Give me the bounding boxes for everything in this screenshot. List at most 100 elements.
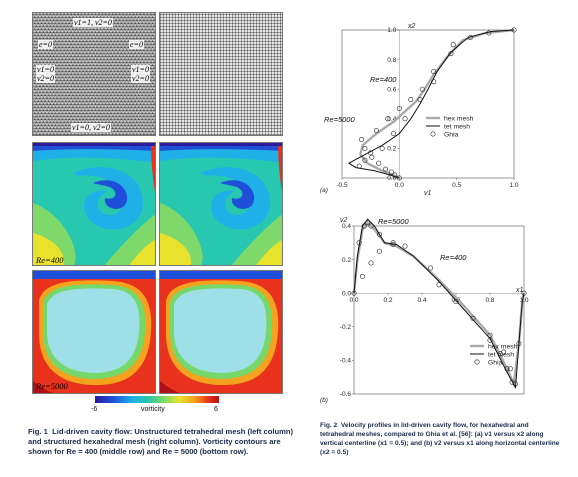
ghia-point — [521, 290, 527, 296]
legend-entry: hex mesh — [488, 343, 518, 350]
ghia-point — [417, 97, 423, 103]
ghia-point — [467, 34, 473, 40]
ghia-point — [487, 332, 493, 338]
fig1-caption: Fig. 1 Lid-driven cavity flow: Unstructu… — [28, 427, 300, 457]
ghia-point — [376, 248, 382, 254]
ghia-point — [390, 241, 396, 247]
ghia-point — [504, 366, 510, 372]
legend-entry: hex mesh — [444, 115, 474, 122]
x-tick-label: 0.8 — [485, 297, 494, 304]
tet-mesh-line — [347, 29, 515, 179]
fig2-caption-body: Velocity profiles in lid-driven cavity f… — [320, 422, 560, 456]
ghia-point — [376, 160, 382, 166]
y-tick-label: 0.8 — [387, 57, 396, 64]
right-wall-v1-label: v1=0 — [131, 65, 150, 74]
ghia-point — [369, 154, 375, 160]
x-tick-label: -0.5 — [336, 182, 348, 189]
fig2-caption-title: Fig. 2 — [320, 422, 338, 429]
panel-label: (a) — [320, 187, 328, 194]
y-tick-label: 1.0 — [387, 27, 396, 34]
curve-annotation: Re=400 — [370, 75, 397, 84]
ghia-point — [391, 131, 397, 137]
ghia-point — [448, 51, 454, 57]
ghia-point — [511, 27, 517, 33]
x-tick-label: 0.5 — [452, 182, 461, 189]
ghia-point — [396, 105, 402, 111]
ghia-point — [402, 116, 408, 122]
ghia-point — [362, 145, 368, 151]
ghia-point — [402, 243, 408, 249]
y-tick-label: 0.4 — [387, 116, 396, 123]
left-wall-v2-label: v2=0 — [36, 74, 55, 83]
x-axis-label: x1 — [515, 287, 524, 294]
ghia-point — [379, 145, 385, 151]
ghia-point — [373, 128, 379, 134]
ghia-point — [396, 175, 402, 181]
tet-mesh-line — [353, 218, 525, 389]
x-tick-label: 0.4 — [417, 297, 426, 304]
ghia-point — [362, 157, 368, 163]
re5000-label: Re=5000 — [36, 381, 68, 391]
ghia-point — [513, 381, 519, 387]
legend-entry: tet mesh — [444, 123, 470, 130]
curve-annotation: Re=5000 — [324, 115, 355, 124]
ghia-point — [385, 116, 391, 122]
ghia-point — [388, 169, 394, 175]
legend-entry: Ghia — [444, 131, 459, 138]
unstructured-mesh-panel: v1=1, v2=0 e=0 e=0 v1=0 v2=0 v1=0 v2=0 v… — [32, 12, 156, 136]
x-tick-label: 0.2 — [383, 297, 392, 304]
panel-label: (b) — [320, 397, 328, 404]
y-axis-label: x2 — [407, 23, 416, 30]
legend-ghia-swatch — [430, 131, 436, 137]
colorbar-min-label: -6 — [91, 406, 98, 413]
curve-annotation: Re=5000 — [378, 217, 409, 226]
vorticity-re400-tet-panel — [32, 142, 156, 266]
y-tick-label: -0.4 — [340, 358, 352, 365]
y-tick-label: 0.0 — [387, 175, 396, 182]
y-tick-label: 0.2 — [342, 257, 351, 264]
ghia-point — [501, 349, 507, 355]
vorticity-re5000-tet-panel — [32, 270, 156, 394]
ghia-point — [368, 260, 374, 266]
bottom-bc-label: v1=0, v2=0 — [71, 123, 111, 132]
ghia-point — [376, 231, 382, 237]
curve-annotation: Re=400 — [440, 253, 467, 262]
legend-ghia-swatch — [474, 359, 480, 365]
hex-mesh-line — [358, 28, 515, 180]
x-tick-label: 0.0 — [349, 297, 358, 304]
plot-frame — [353, 225, 525, 395]
fig1-caption-body: Lid-driven cavity flow: Unstructured tet… — [28, 427, 294, 456]
ghia-point — [358, 137, 364, 143]
ghia-point — [356, 163, 362, 169]
y-tick-label: 0.6 — [387, 86, 396, 93]
ghia-point — [431, 79, 437, 85]
ghia-point — [408, 97, 414, 103]
hex-mesh-line — [352, 220, 526, 389]
ghia-point — [361, 223, 367, 229]
chart-a: -0.5 0.0 0.5 1.0 0.0 0.2 0.4 0.6 0.8 1.0 v1 x2 Re=40… — [320, 23, 519, 196]
legend-entry: Ghia — [488, 359, 503, 366]
ghia-point — [351, 290, 357, 296]
plot-frame — [341, 29, 515, 179]
ghia-point — [419, 86, 425, 92]
y-tick-label: -0.6 — [340, 391, 352, 398]
x-tick-label: 1.0 — [519, 297, 528, 304]
chart-b: 0.0 0.2 0.4 0.6 0.8 1.0-0.6-0.4-0.20.00.20.4x… — [320, 217, 529, 404]
y-tick-label: 0.2 — [387, 146, 396, 153]
y-tick-label: 0.0 — [342, 290, 351, 297]
ghia-point — [365, 220, 371, 226]
lid-bc-label: v1=1, v2=0 — [73, 18, 113, 27]
ghia-point — [359, 273, 365, 279]
ghia-point — [390, 240, 396, 246]
ghia-point — [428, 265, 434, 271]
vorticity-colorbar — [95, 396, 219, 403]
ghia-point — [383, 166, 389, 172]
vorticity-re5000-hex-panel — [159, 270, 283, 394]
ghia-point — [453, 299, 459, 305]
ghia-point — [486, 30, 492, 36]
ghia-point — [450, 42, 456, 48]
x-tick-label: 1.0 — [509, 182, 518, 189]
colorbar-title: vorticity — [141, 406, 165, 413]
corner-e-right-label: e=0 — [129, 40, 144, 49]
fig2-caption: Fig. 2 Velocity profiles in lid-driven c… — [320, 421, 560, 457]
